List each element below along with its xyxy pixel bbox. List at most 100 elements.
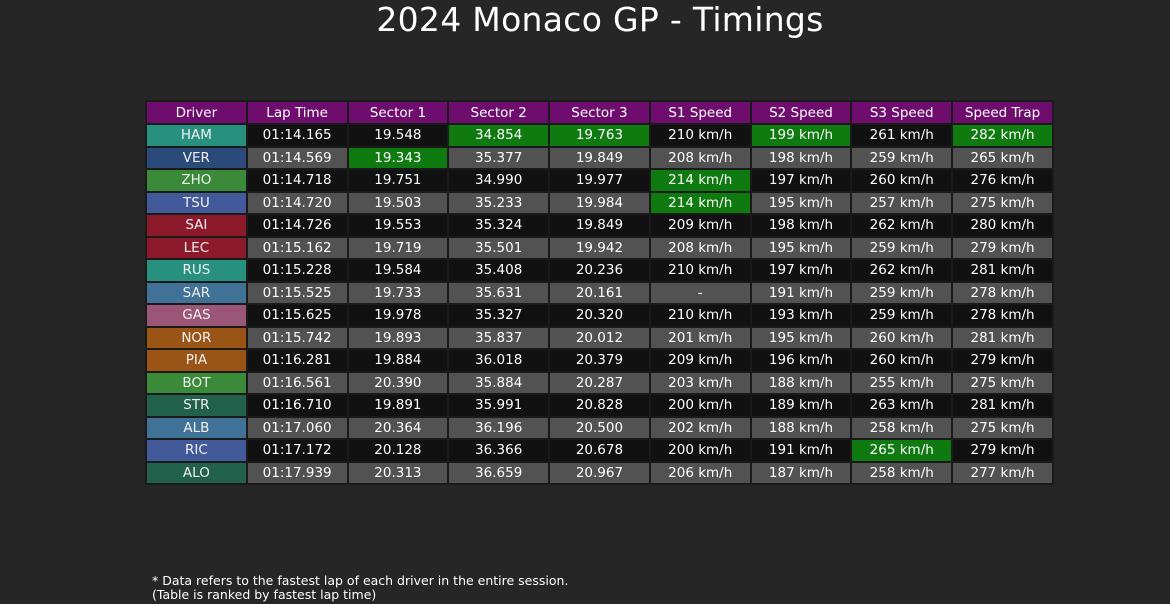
s3-speed-cell: 258 km/h [850, 415, 954, 440]
column-header-sector-3: Sector 3 [548, 100, 651, 125]
s1-speed-cell: 206 km/h [648, 460, 752, 485]
driver-cell: LEC [145, 235, 248, 260]
s1-speed-cell: 209 km/h [648, 348, 752, 373]
driver-cell: ALB [145, 415, 248, 440]
speed-trap-cell: 280 km/h [951, 213, 1054, 238]
column-header-sector-2: Sector 2 [447, 100, 551, 125]
s1-speed-cell: 210 km/h [648, 258, 752, 283]
s1-speed-cell: 200 km/h [648, 393, 752, 418]
sector-3-cell: 19.984 [548, 190, 651, 215]
sector-3-cell: 19.942 [548, 235, 651, 260]
lap-time-cell: 01:15.742 [245, 325, 349, 350]
sector-3-cell: 19.977 [548, 168, 651, 193]
sector-2-cell: 35.991 [447, 393, 551, 418]
s3-speed-cell: 259 km/h [850, 145, 954, 170]
sector-2-cell: 34.990 [447, 168, 551, 193]
sector-1-cell: 20.390 [346, 370, 450, 395]
s2-speed-cell: 193 km/h [749, 303, 853, 328]
column-header-s2-speed: S2 Speed [749, 100, 853, 125]
footnote-line-1: * Data refers to the fastest lap of each… [152, 573, 569, 588]
lap-time-cell: 01:14.720 [245, 190, 349, 215]
sector-2-cell: 35.377 [447, 145, 551, 170]
driver-cell: SAI [145, 213, 248, 238]
sector-2-cell: 35.324 [447, 213, 551, 238]
column-header-sector-1: Sector 1 [346, 100, 450, 125]
lap-time-cell: 01:17.172 [245, 438, 349, 463]
table-row: STR 01:16.710 19.891 35.991 20.828 200 km/h 18… [145, 393, 1054, 418]
lap-time-cell: 01:15.525 [245, 280, 349, 305]
s2-speed-cell: 196 km/h [749, 348, 853, 373]
sector-2-cell: 34.854 [447, 123, 551, 148]
driver-cell: VER [145, 145, 248, 170]
timings-table: Driver Lap Time Sector 1 Sector 2 Sector… [145, 100, 1054, 485]
s2-speed-cell: 195 km/h [749, 235, 853, 260]
sector-3-cell: 20.678 [548, 438, 651, 463]
driver-cell: TSU [145, 190, 248, 215]
sector-1-cell: 20.364 [346, 415, 450, 440]
s3-speed-cell: 265 km/h [850, 438, 954, 463]
s2-speed-cell: 188 km/h [749, 370, 853, 395]
s2-speed-cell: 199 km/h [749, 123, 853, 148]
sector-1-cell: 19.893 [346, 325, 450, 350]
s1-speed-cell: 214 km/h [648, 168, 752, 193]
speed-trap-cell: 279 km/h [951, 438, 1054, 463]
sector-3-cell: 19.849 [548, 213, 651, 238]
lap-time-cell: 01:15.625 [245, 303, 349, 328]
speed-trap-cell: 277 km/h [951, 460, 1054, 485]
s2-speed-cell: 188 km/h [749, 415, 853, 440]
sector-1-cell: 19.978 [346, 303, 450, 328]
s1-speed-cell: 208 km/h [648, 145, 752, 170]
table-row: SAR 01:15.525 19.733 35.631 20.161-191 km/h 2… [145, 280, 1054, 305]
sector-3-cell: 20.012 [548, 325, 651, 350]
lap-time-cell: 01:16.281 [245, 348, 349, 373]
sector-1-cell: 19.343 [346, 145, 450, 170]
lap-time-cell: 01:16.710 [245, 393, 349, 418]
s2-speed-cell: 198 km/h [749, 145, 853, 170]
s1-speed-cell: - [648, 280, 752, 305]
driver-cell: SAR [145, 280, 248, 305]
sector-3-cell: 19.763 [548, 123, 651, 148]
sector-1-cell: 19.548 [346, 123, 450, 148]
lap-time-cell: 01:14.726 [245, 213, 349, 238]
speed-trap-cell: 278 km/h [951, 303, 1054, 328]
s3-speed-cell: 260 km/h [850, 168, 954, 193]
column-header-lap-time: Lap Time [245, 100, 349, 125]
column-header-speed-trap: Speed Trap [951, 100, 1054, 125]
s2-speed-cell: 195 km/h [749, 325, 853, 350]
sector-1-cell: 19.884 [346, 348, 450, 373]
sector-2-cell: 35.837 [447, 325, 551, 350]
footnote-line-2: (Table is ranked by fastest lap time) [152, 587, 377, 602]
sector-2-cell: 35.408 [447, 258, 551, 283]
speed-trap-cell: 282 km/h [951, 123, 1054, 148]
sector-2-cell: 35.884 [447, 370, 551, 395]
s1-speed-cell: 210 km/h [648, 123, 752, 148]
table-row: VER 01:14.569 19.343 35.377 19.849 208 km/h 19… [145, 145, 1054, 170]
lap-time-cell: 01:17.060 [245, 415, 349, 440]
s2-speed-cell: 189 km/h [749, 393, 853, 418]
driver-cell: ALO [145, 460, 248, 485]
s2-speed-cell: 197 km/h [749, 168, 853, 193]
s3-speed-cell: 259 km/h [850, 280, 954, 305]
table-row: HAM 01:14.165 19.548 34.854 19.763 210 km/h 19… [145, 123, 1054, 148]
table-row: PIA 01:16.281 19.884 36.018 20.379 209 km/h 19… [145, 348, 1054, 373]
speed-trap-cell: 275 km/h [951, 370, 1054, 395]
lap-time-cell: 01:14.569 [245, 145, 349, 170]
sector-2-cell: 36.659 [447, 460, 551, 485]
sector-1-cell: 19.503 [346, 190, 450, 215]
lap-time-cell: 01:14.718 [245, 168, 349, 193]
lap-time-cell: 01:17.939 [245, 460, 349, 485]
sector-3-cell: 20.236 [548, 258, 651, 283]
table-row: ZHO 01:14.718 19.751 34.990 19.977 214 km/h 19… [145, 168, 1054, 193]
speed-trap-cell: 279 km/h [951, 235, 1054, 260]
column-header-driver: Driver [145, 100, 248, 125]
s3-speed-cell: 259 km/h [850, 235, 954, 260]
driver-cell: NOR [145, 325, 248, 350]
speed-trap-cell: 281 km/h [951, 325, 1054, 350]
table-row: SAI 01:14.726 19.553 35.324 19.849 209 km/h 19… [145, 213, 1054, 238]
driver-cell: ZHO [145, 168, 248, 193]
sector-3-cell: 20.320 [548, 303, 651, 328]
s2-speed-cell: 187 km/h [749, 460, 853, 485]
sector-1-cell: 19.719 [346, 235, 450, 260]
table-row: NOR 01:15.742 19.893 35.837 20.012 201 km/h 19… [145, 325, 1054, 350]
s1-speed-cell: 214 km/h [648, 190, 752, 215]
